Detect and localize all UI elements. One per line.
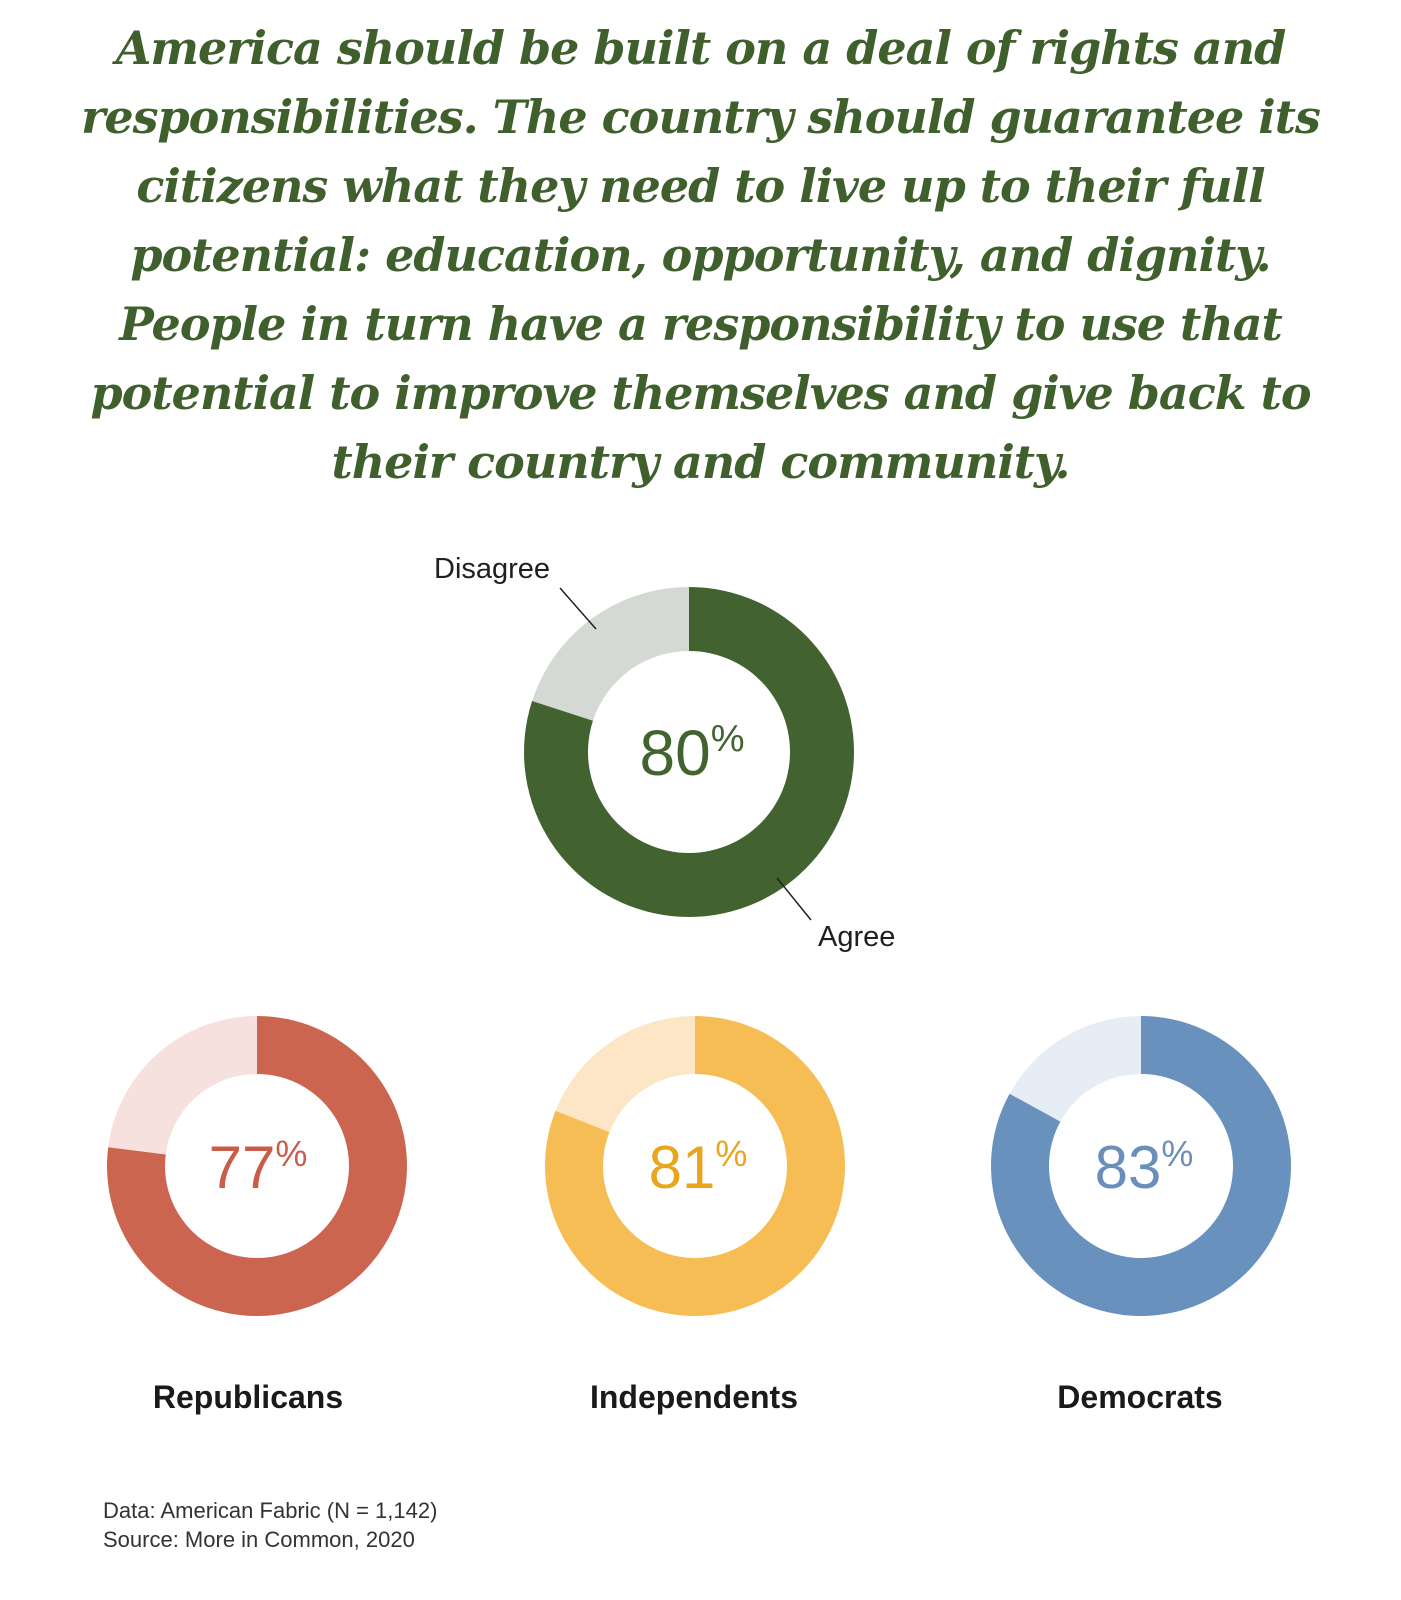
democrats-percent-number: 83 (1095, 1134, 1162, 1201)
source-note: Data: American Fabric (N = 1,142) Source… (103, 1496, 437, 1554)
independents-agree-slice (545, 1016, 845, 1316)
main-percent-number: 80 (640, 717, 711, 789)
disagree-leader-line (559, 587, 597, 630)
democrats-agree-slice (991, 1016, 1291, 1316)
independents-disagree-slice (555, 1016, 695, 1133)
democrats-label: Democrats (1057, 1379, 1222, 1415)
democrats-percent-value: 83% (1095, 1133, 1194, 1201)
main-percent-value: 80% (640, 717, 745, 789)
data-note: Data: American Fabric (N = 1,142) (103, 1498, 438, 1523)
main-disagree-slice (532, 587, 689, 721)
independents-label: Independents (590, 1379, 798, 1415)
republicans-percent-sign: % (275, 1133, 307, 1174)
republicans-percent-number: 77 (209, 1134, 276, 1201)
headline: America should be built on a deal of rig… (81, 21, 1321, 489)
agree-label: Agree (818, 921, 895, 953)
republicans-disagree-slice (108, 1016, 257, 1155)
democrats-disagree-slice (1009, 1016, 1141, 1122)
disagree-label: Disagree (434, 553, 550, 585)
republicans-donut-chart: 77% Republicans (107, 1016, 408, 1415)
democrats-percent-sign: % (1161, 1133, 1193, 1174)
independents-donut-chart: 81% Independents (545, 1016, 845, 1415)
republicans-label: Republicans (153, 1379, 343, 1415)
independents-percent-number: 81 (649, 1134, 716, 1201)
independents-percent-sign: % (715, 1133, 747, 1174)
main-donut-chart: 80% Disagree Agree (434, 553, 895, 953)
main-agree-slice (524, 587, 854, 917)
republicans-percent-value: 77% (209, 1133, 308, 1201)
source-citation: Source: More in Common, 2020 (103, 1527, 415, 1552)
agree-leader-line (776, 877, 812, 921)
main-percent-sign: % (711, 718, 745, 760)
independents-percent-value: 81% (649, 1133, 748, 1201)
republicans-agree-slice (107, 1016, 408, 1316)
democrats-donut-chart: 83% Democrats (991, 1016, 1291, 1415)
